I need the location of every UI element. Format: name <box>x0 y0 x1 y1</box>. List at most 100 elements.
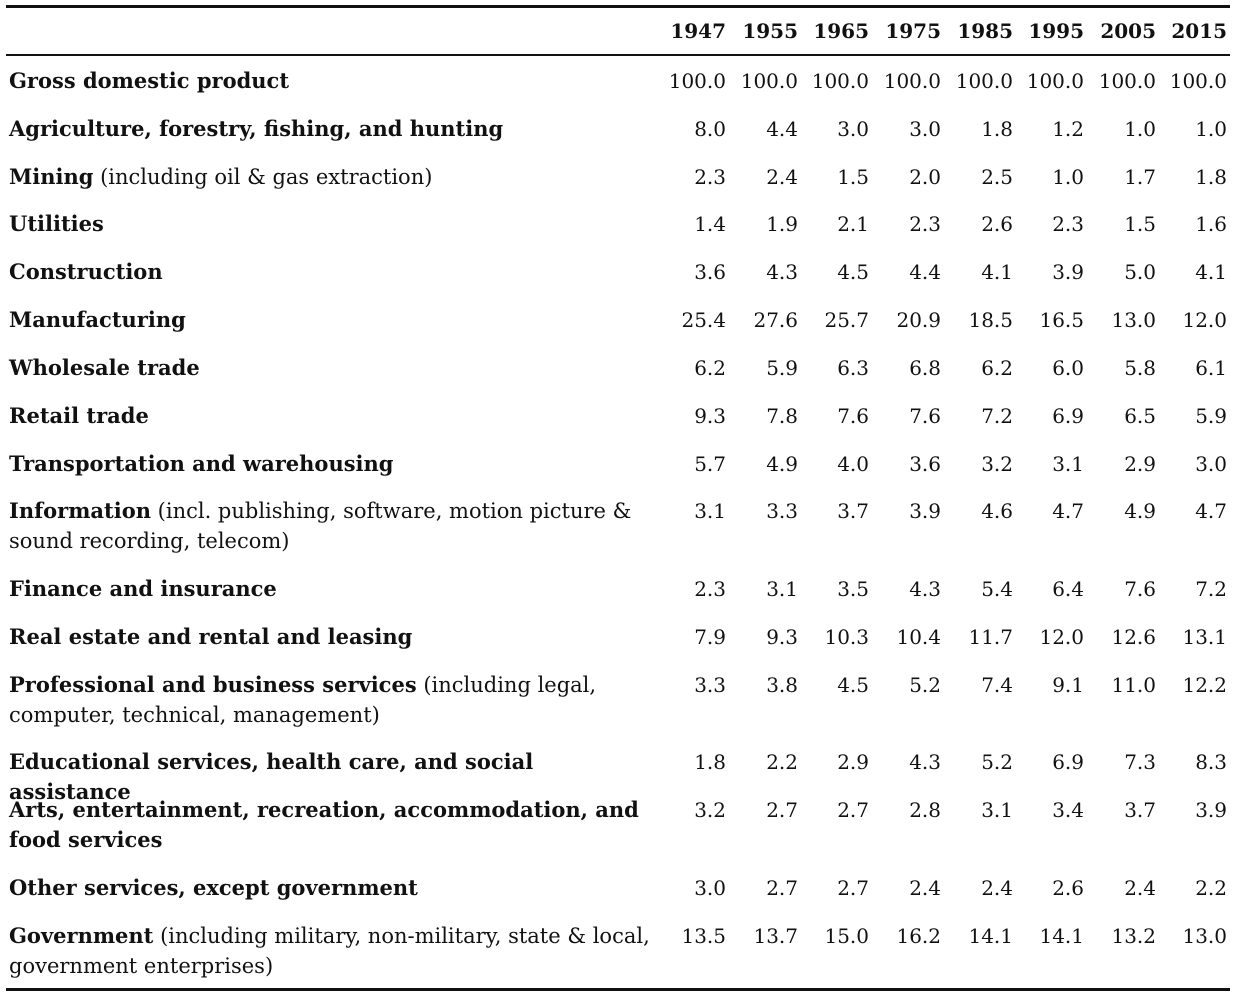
table-cell: 2.3 <box>1052 212 1084 236</box>
table-cell: 100.0 <box>1169 69 1227 93</box>
table-cell: 100.0 <box>811 69 869 93</box>
table-cell: 3.0 <box>909 117 941 141</box>
table-cell: 2.8 <box>909 798 941 822</box>
table-cell: 9.3 <box>694 404 726 428</box>
table-cell: 3.7 <box>1124 798 1156 822</box>
table-cell: 5.4 <box>981 577 1013 601</box>
column-header-year: 1985 <box>957 19 1013 43</box>
table-cell: 2.7 <box>766 798 798 822</box>
table-cell: 4.3 <box>766 260 798 284</box>
table-cell: 7.4 <box>981 673 1013 697</box>
row-label-name: Agriculture, forestry, fishing, and hunt… <box>9 116 504 141</box>
table-cell: 1.7 <box>1124 165 1156 189</box>
table-cell: 2.2 <box>766 750 798 774</box>
table-cell: 100.0 <box>668 69 726 93</box>
table-cell: 6.4 <box>1052 577 1084 601</box>
table-cell: 6.3 <box>837 356 869 380</box>
column-header-year: 1955 <box>742 19 798 43</box>
table-cell: 25.4 <box>681 308 726 332</box>
table-cell: 100.0 <box>740 69 798 93</box>
table-cell: 12.2 <box>1182 673 1227 697</box>
table-cell: 4.9 <box>766 452 798 476</box>
table-cell: 4.6 <box>981 499 1013 523</box>
table-cell: 2.7 <box>837 876 869 900</box>
table-cell: 1.2 <box>1052 117 1084 141</box>
table-cell: 12.6 <box>1111 625 1156 649</box>
table-cell: 7.2 <box>1195 577 1227 601</box>
table-cell: 6.2 <box>981 356 1013 380</box>
table-cell: 2.2 <box>1195 876 1227 900</box>
row-label-name: Construction <box>9 259 163 284</box>
table-cell: 3.7 <box>837 499 869 523</box>
table-cell: 8.0 <box>694 117 726 141</box>
table-cell: 4.7 <box>1052 499 1084 523</box>
row-label: Utilities <box>9 209 659 239</box>
table-cell: 3.0 <box>694 876 726 900</box>
table-cell: 100.0 <box>955 69 1013 93</box>
row-label-note: (incl. publishing, software, motion pict… <box>9 499 632 553</box>
table-cell: 9.1 <box>1052 673 1084 697</box>
table-cell: 6.2 <box>694 356 726 380</box>
table-cell: 27.6 <box>753 308 798 332</box>
table-cell: 3.4 <box>1052 798 1084 822</box>
table-cell: 7.9 <box>694 625 726 649</box>
table-cell: 1.5 <box>1124 212 1156 236</box>
row-label-note: (including oil & gas extraction) <box>93 165 433 189</box>
table-cell: 16.5 <box>1039 308 1084 332</box>
row-label-name: Arts, entertainment, recreation, accommo… <box>9 797 639 852</box>
table-cell: 15.0 <box>824 924 869 948</box>
table-cell: 3.2 <box>694 798 726 822</box>
row-label: Arts, entertainment, recreation, accommo… <box>9 795 659 855</box>
table-cell: 3.9 <box>909 499 941 523</box>
table-header-rule <box>6 54 1230 56</box>
table-cell: 12.0 <box>1039 625 1084 649</box>
table-cell: 2.9 <box>1124 452 1156 476</box>
table-cell: 2.6 <box>1052 876 1084 900</box>
table-cell: 6.8 <box>909 356 941 380</box>
table-cell: 2.0 <box>909 165 941 189</box>
row-label: Other services, except government <box>9 873 659 903</box>
row-label: Information (incl. publishing, software,… <box>9 496 659 556</box>
table-cell: 3.1 <box>1052 452 1084 476</box>
column-header-year: 1995 <box>1028 19 1084 43</box>
row-label-note: (including legal, computer, technical, m… <box>9 673 597 727</box>
column-header-year: 1975 <box>885 19 941 43</box>
table-cell: 1.9 <box>766 212 798 236</box>
table-cell: 2.4 <box>1124 876 1156 900</box>
row-label-name: Retail trade <box>9 403 149 428</box>
table-cell: 3.3 <box>766 499 798 523</box>
table-cell: 5.2 <box>981 750 1013 774</box>
table-cell: 6.5 <box>1124 404 1156 428</box>
table-cell: 4.5 <box>837 673 869 697</box>
table-cell: 16.2 <box>896 924 941 948</box>
table-cell: 2.5 <box>981 165 1013 189</box>
table-cell: 100.0 <box>1026 69 1084 93</box>
table-cell: 1.0 <box>1052 165 1084 189</box>
column-header-year: 2005 <box>1100 19 1156 43</box>
table-cell: 6.1 <box>1195 356 1227 380</box>
table-cell: 6.9 <box>1052 750 1084 774</box>
table-top-rule <box>6 5 1230 8</box>
row-label-name: Other services, except government <box>9 875 418 900</box>
table-cell: 13.0 <box>1111 308 1156 332</box>
column-header-year: 2015 <box>1171 19 1227 43</box>
table-cell: 2.9 <box>837 750 869 774</box>
table-cell: 13.5 <box>681 924 726 948</box>
table-cell: 9.3 <box>766 625 798 649</box>
row-label: Wholesale trade <box>9 353 659 383</box>
table-cell: 3.6 <box>909 452 941 476</box>
table-cell: 12.0 <box>1182 308 1227 332</box>
table-cell: 4.5 <box>837 260 869 284</box>
table-cell: 8.3 <box>1195 750 1227 774</box>
table-cell: 4.4 <box>766 117 798 141</box>
row-label: Construction <box>9 257 659 287</box>
table-cell: 7.6 <box>1124 577 1156 601</box>
table-cell: 5.9 <box>766 356 798 380</box>
table-cell: 7.8 <box>766 404 798 428</box>
row-label-name: Mining <box>9 164 94 189</box>
table-cell: 100.0 <box>1098 69 1156 93</box>
table-cell: 14.1 <box>968 924 1013 948</box>
row-label-name: Educational services, health care, and s… <box>9 749 534 804</box>
table-cell: 5.0 <box>1124 260 1156 284</box>
table-cell: 4.3 <box>909 577 941 601</box>
